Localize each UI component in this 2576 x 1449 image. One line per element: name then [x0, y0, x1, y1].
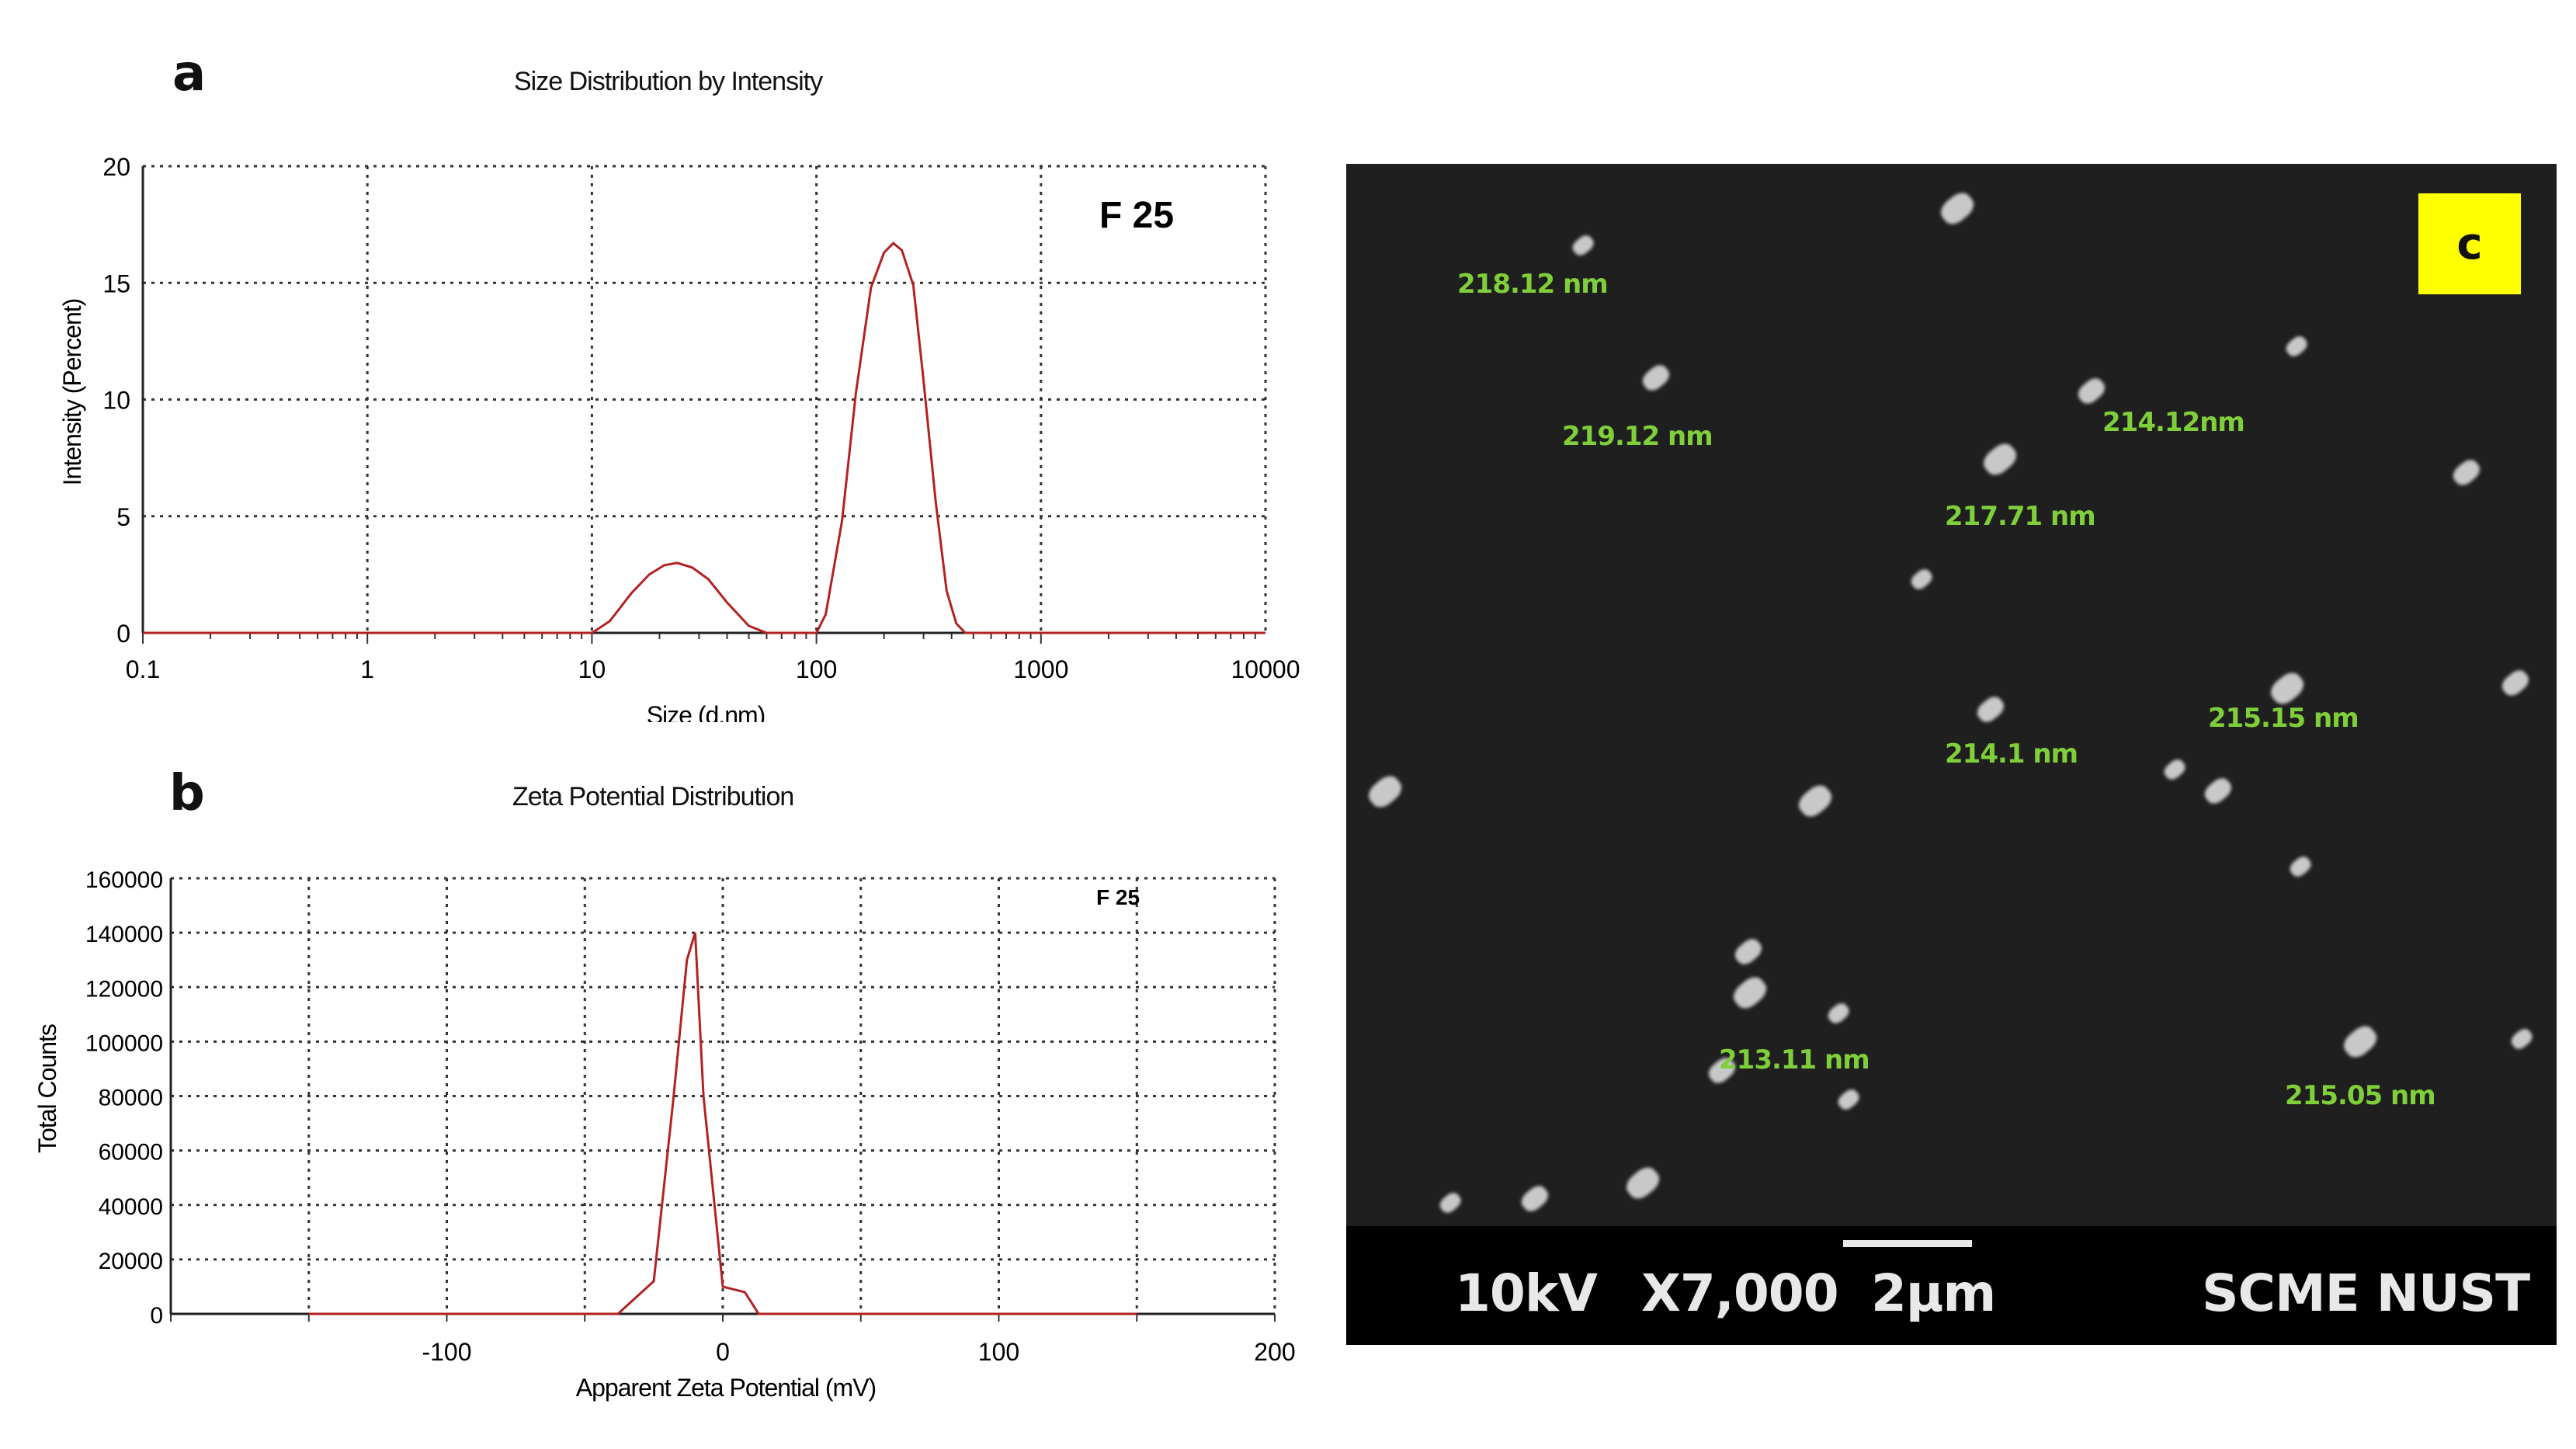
nanoparticle [2161, 756, 2189, 783]
panel-c-badge: c [2418, 193, 2521, 294]
size-label: 219.12 nm [1562, 421, 1713, 452]
chart-b-xtick-label: 100 [978, 1338, 1019, 1366]
nanoparticle [1729, 972, 1771, 1013]
chart-a-series-line [143, 242, 1265, 634]
size-label: 214.12nm [2102, 407, 2245, 438]
chart-a-title: Size Distribution by Intensity [514, 67, 823, 96]
chart-b-ytick-label: 20000 [99, 1249, 163, 1274]
nanoparticle [2339, 1021, 2381, 1062]
chart-a-ytick-label: 20 [102, 153, 130, 181]
chart-b-annotation: F 25 [1096, 885, 1140, 909]
size-label: 215.15 nm [2208, 703, 2359, 734]
chart-b-ytick-label: 160000 [85, 867, 163, 893]
nanoparticle [1908, 566, 1935, 592]
size-label: 215.05 nm [2285, 1080, 2436, 1111]
chart-b-ytick-label: 100000 [85, 1030, 163, 1056]
panel-a-letter: a [172, 45, 207, 103]
size-label: 213.11 nm [1719, 1044, 1870, 1075]
nanoparticle [1835, 1086, 1863, 1113]
nanoparticle [1518, 1182, 1552, 1215]
nanoparticle [2498, 666, 2533, 700]
chart-a-ticks: 0.1 1 10 100 1000 10000 0 5 10 15 20 [102, 153, 1300, 683]
sem-image: c 218.12 nm 219.12 nm 214.12nm 217.71 nm… [1346, 164, 2557, 1345]
nanoparticle [1436, 1190, 1464, 1216]
panel-b-letter: b [169, 765, 205, 822]
nanoparticle [1569, 232, 1597, 259]
size-label: 218.12 nm [1457, 269, 1609, 300]
chart-b-ytick-label: 60000 [99, 1140, 163, 1166]
nanoparticle [2074, 374, 2109, 408]
nanoparticle [2201, 774, 2235, 808]
nanoparticle [1936, 188, 1978, 229]
chart-a-xtick-label: 10000 [1231, 655, 1300, 683]
chart-a-xlabel: Size (d.nm) [647, 701, 766, 722]
chart-b-title: Zeta Potential Distribution [512, 782, 794, 811]
chart-b-series-line [308, 932, 1137, 1315]
nanoparticle [1622, 1162, 1664, 1204]
chart-b-grid [169, 877, 1276, 1315]
nanoparticle [2283, 333, 2310, 360]
size-label: 214.1 nm [1945, 738, 2078, 770]
nanoparticle [1974, 693, 2008, 726]
chart-a: 0.1 1 10 100 1000 10000 0 5 10 15 20 Size (d.nm) I… [58, 153, 1300, 722]
chart-a-ytick-label: 0 [116, 620, 130, 648]
chart-b-xtick-label: -100 [422, 1338, 471, 1366]
chart-a-xtick-label: 1 [360, 655, 374, 683]
nanoparticle [2508, 1026, 2536, 1052]
scale-bar [1843, 1240, 1972, 1247]
chart-a-xtick-label: 1000 [1013, 655, 1068, 683]
chart-b-ytick-label: 80000 [99, 1086, 163, 1111]
chart-b-ylabel: Total Counts [33, 1024, 61, 1153]
chart-b-ytick-label: 140000 [85, 922, 163, 947]
sem-magnification: X7,000 [1641, 1263, 1839, 1323]
chart-a-ytick-label: 15 [102, 269, 130, 297]
sem-voltage: 10kV [1455, 1263, 1598, 1323]
nanoparticle [2286, 853, 2314, 880]
chart-a-ylabel: Intensity (Percent) [58, 299, 86, 486]
nanoparticle [2449, 456, 2484, 489]
nanoparticle [1639, 361, 1673, 394]
nanoparticle [1364, 771, 1406, 812]
chart-a-xtick-label: 100 [796, 655, 837, 683]
nanoparticle [1979, 439, 2021, 480]
chart-b-ytick-label: 0 [150, 1303, 163, 1329]
chart-a-xtick-label: 0.1 [126, 655, 160, 683]
chart-b-xtick-label: 200 [1254, 1338, 1295, 1366]
nanoparticle [1794, 780, 1836, 822]
chart-a-ytick-label: 5 [116, 503, 130, 531]
chart-b-xtick-label: 0 [716, 1338, 730, 1366]
chart-a-xtick-label: 10 [578, 655, 606, 683]
sem-info-bar: 10kV X7,000 2µm SCME NUST [1346, 1226, 2557, 1345]
chart-b-ytick-label: 40000 [99, 1194, 163, 1220]
nanoparticle [1731, 935, 1765, 968]
sem-institution: SCME NUST [2202, 1263, 2530, 1323]
chart-b: -100 0 100 200 0 20000 40000 60000 80000 100000 12… [33, 867, 1296, 1402]
size-label: 217.71 nm [1945, 501, 2096, 532]
chart-b-xlabel: Apparent Zeta Potential (mV) [576, 1374, 876, 1402]
nanoparticle [1824, 1000, 1852, 1027]
sem-scale: 2µm [1871, 1263, 1996, 1323]
chart-b-ticks: -100 0 100 200 0 20000 40000 60000 80000 100000 12… [85, 867, 1296, 1366]
chart-b-ytick-label: 120000 [85, 976, 163, 1002]
chart-a-annotation: F 25 [1099, 195, 1174, 236]
chart-a-ytick-label: 10 [102, 387, 130, 415]
